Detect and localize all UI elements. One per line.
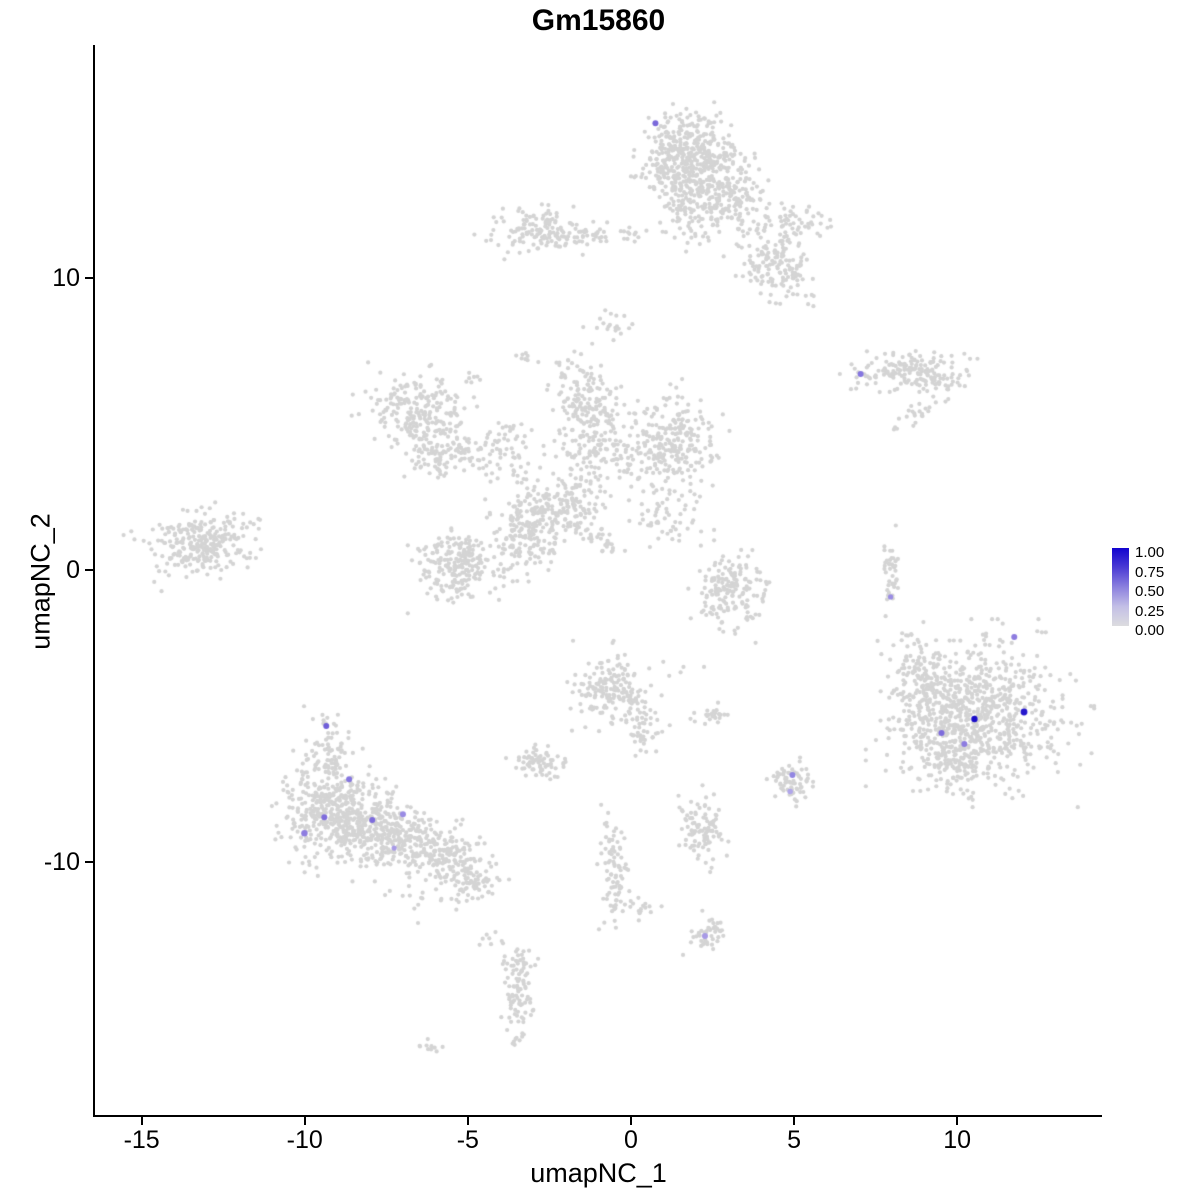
y-tick-mark (85, 569, 93, 572)
x-tick-label: -5 (456, 1126, 479, 1154)
plot-title: Gm15860 (531, 4, 666, 37)
colorbar-tick-label: 0.50 (1135, 583, 1165, 600)
x-tick-mark (140, 1117, 143, 1125)
x-tick-label: -15 (123, 1126, 160, 1154)
x-tick-mark (466, 1117, 469, 1125)
x-tick-mark (956, 1117, 959, 1125)
colorbar-tick-label: 0.75 (1135, 563, 1165, 581)
y-axis-line (93, 45, 95, 1117)
colorbar-tick-label: 0.00 (1135, 622, 1165, 639)
x-axis-line (93, 1115, 1102, 1117)
x-tick-mark (629, 1117, 632, 1125)
x-tick-label: 5 (787, 1126, 801, 1154)
x-tick-mark (793, 1117, 796, 1125)
colorbar-gradient (1112, 548, 1129, 626)
x-tick-label: 10 (943, 1126, 972, 1154)
colorbar-legend: 1.00 0.75 0.50 0.25 0.00 (1110, 540, 1200, 650)
x-tick-mark (303, 1117, 306, 1125)
y-tick-mark (85, 861, 93, 864)
y-tick-label: 10 (52, 264, 80, 293)
x-tick-label: 0 (624, 1126, 638, 1154)
y-tick-label: 0 (66, 556, 80, 585)
x-tick-label: -10 (286, 1126, 323, 1154)
y-tick-label: -10 (43, 848, 80, 877)
colorbar-tick-label: 0.25 (1135, 602, 1165, 620)
y-tick-mark (85, 277, 93, 280)
x-axis-title: umapNC_1 (530, 1158, 667, 1188)
colorbar-tick-label: 1.00 (1135, 544, 1165, 561)
